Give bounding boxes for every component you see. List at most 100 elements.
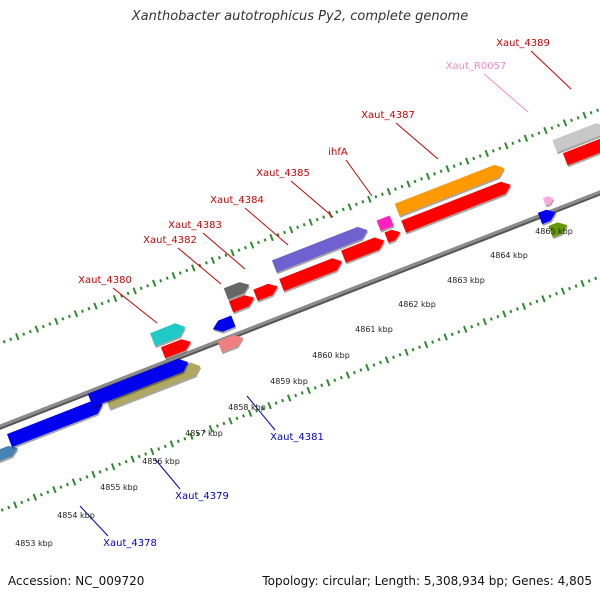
upper-tick	[276, 233, 280, 237]
feature-xaut-4389	[552, 123, 600, 153]
upper-tick	[582, 111, 587, 119]
upper-tick	[484, 149, 489, 158]
upper-tick	[543, 126, 548, 135]
upper-tick	[204, 261, 208, 265]
lower-tick	[528, 302, 532, 306]
upper-tick	[80, 309, 84, 313]
lower-tick	[20, 500, 24, 505]
lower-tick	[144, 452, 148, 456]
lower-tick	[509, 309, 513, 314]
lower-tick	[470, 325, 474, 329]
upper-tick	[562, 119, 568, 127]
feature-salmon	[217, 335, 244, 353]
lower-tick	[352, 370, 356, 375]
upper-tick	[420, 177, 424, 181]
lower-tick	[247, 409, 253, 417]
upper-tick	[2, 340, 6, 344]
upper-tick	[537, 131, 541, 135]
upper-tick	[191, 264, 196, 272]
upper-tick	[107, 299, 111, 303]
upper-tick	[178, 271, 182, 275]
scale-label: 4853 kbp	[15, 539, 53, 548]
lower-tick	[196, 431, 200, 436]
lower-tick	[105, 467, 109, 472]
upper-tick	[151, 279, 157, 287]
feature-xaut-4379-a	[7, 400, 103, 448]
leader-line-xaut-4380	[112, 287, 158, 324]
lower-tick	[222, 421, 226, 426]
feature-ihfa	[376, 215, 394, 231]
upper-tick	[576, 116, 580, 120]
lower-tick	[326, 379, 331, 387]
genome-summary-text: Topology: circular; Length: 5,308,934 bp…	[262, 574, 592, 588]
lower-tick	[228, 417, 233, 425]
scale-labels: 4853 kbp 4854 kbp 4855 kbp 4856 kbp 4857 kbp…	[15, 227, 573, 548]
lower-tick	[300, 391, 304, 395]
upper-tick	[523, 134, 529, 142]
map-title: Xanthobacter autotrophicus Py2, complete…	[131, 9, 469, 24]
upper-tick	[425, 172, 431, 180]
feature-xaut-4387	[394, 164, 505, 216]
upper-tick	[159, 278, 163, 283]
lower-tick	[274, 401, 278, 405]
upper-tick	[302, 222, 306, 227]
lower-tick	[59, 485, 63, 489]
upper-tick	[28, 329, 32, 334]
feature-label-xaut-4389: Xaut_4389	[496, 38, 550, 49]
upper-tick	[406, 180, 411, 188]
lower-tick	[496, 314, 500, 319]
lower-tick	[568, 286, 572, 291]
lower-tick	[208, 424, 214, 433]
upper-tick	[511, 141, 515, 146]
upper-tick	[557, 123, 560, 128]
lower-tick	[52, 486, 57, 494]
lower-tick	[431, 340, 435, 344]
feature-blue-4865	[537, 209, 556, 225]
lower-tick	[157, 447, 161, 451]
lower-tick	[580, 279, 585, 288]
lower-tick	[437, 337, 441, 342]
feature-label-xaut-4387: Xaut_4387	[361, 110, 415, 121]
upper-tick	[550, 126, 554, 130]
scale-label: 4855 kbp	[100, 483, 138, 492]
lower-tick	[339, 375, 343, 380]
lower-tick	[515, 307, 519, 311]
lower-tick	[189, 432, 194, 440]
lower-tick	[281, 398, 285, 403]
leader-line-xaut-4387	[395, 122, 439, 160]
lower-tick	[267, 402, 272, 410]
tick-marks	[0, 108, 600, 512]
scale-label: 4865 kbp	[535, 227, 573, 236]
leader-line-xaut-r0057	[483, 73, 529, 113]
feature-labels: Xaut_4380 Xaut_4382 Xaut_4383 Xaut_4384 Xaut…	[78, 38, 550, 549]
lower-tick	[378, 360, 382, 365]
lower-tick	[482, 318, 487, 326]
scale-label: 4861 kbp	[355, 325, 393, 334]
feature-red-4380	[160, 339, 191, 359]
accession-text: Accession: NC_009720	[8, 574, 145, 588]
lower-tick	[98, 470, 102, 474]
lower-tick	[404, 348, 409, 356]
lower-tick	[320, 383, 324, 388]
feature-label-xaut-4378: Xaut_4378	[103, 538, 157, 549]
lower-tick	[594, 276, 598, 281]
upper-tick	[15, 333, 20, 341]
lower-tick	[150, 447, 155, 456]
lower-tick	[333, 378, 337, 382]
upper-tick	[380, 192, 384, 196]
lower-tick	[255, 408, 259, 413]
lower-tick	[541, 295, 546, 303]
scale-label: 4863 kbp	[447, 276, 485, 285]
upper-tick	[283, 230, 287, 235]
lower-tick	[587, 279, 591, 283]
feature-label-xaut-4384: Xaut_4384	[210, 195, 264, 206]
leader-line-xaut-4378	[79, 505, 109, 537]
lower-tick	[215, 424, 219, 428]
upper-tick	[126, 291, 130, 296]
lower-tick	[574, 284, 578, 288]
lower-tick	[306, 386, 311, 395]
upper-tick	[472, 156, 476, 161]
scale-label: 4856 kbp	[142, 457, 180, 466]
lower-tick	[398, 353, 402, 357]
